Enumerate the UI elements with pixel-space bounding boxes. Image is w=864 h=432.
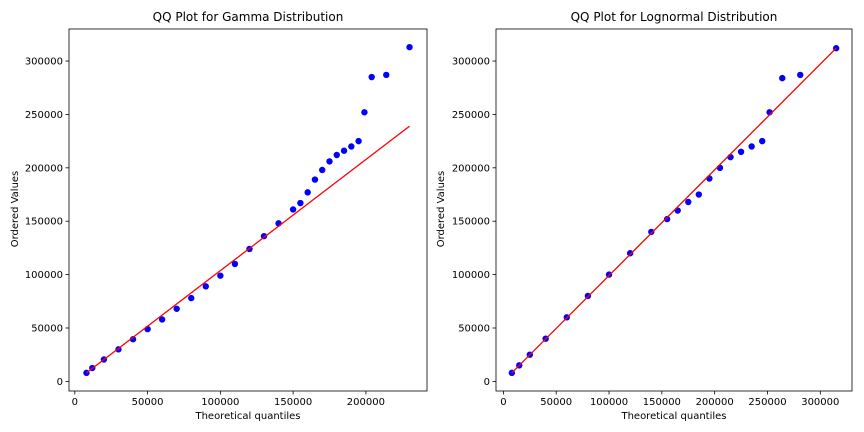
data-point — [626, 250, 634, 257]
x-axis-ticks: 0 50000 100000 150000 200000 250000 300000 — [500, 391, 839, 408]
data-point — [406, 43, 413, 51]
data-point — [319, 166, 326, 174]
chart-gamma-qq: QQ Plot for Gamma Distribution 0 50000 100… — [10, 10, 428, 422]
plot-frame — [495, 28, 853, 392]
y-tick-label: 150000 — [452, 217, 490, 228]
data-point — [737, 148, 745, 156]
chart-title: QQ Plot for Gamma Distribution — [153, 10, 344, 24]
y-tick-label: 200000 — [25, 163, 63, 174]
x-tick-label: 300000 — [801, 397, 839, 408]
x-tick-label: 0 — [72, 397, 78, 408]
y-tick-label: 100000 — [25, 270, 63, 281]
y-tick-label: 250000 — [452, 110, 490, 121]
data-point — [685, 198, 692, 206]
data-points — [508, 45, 840, 377]
y-tick-label: 300000 — [25, 57, 63, 68]
y-tick-label: 200000 — [452, 163, 490, 174]
data-point — [297, 199, 304, 207]
plot-frame — [68, 28, 428, 392]
plot-area — [495, 28, 853, 392]
data-point — [340, 147, 348, 154]
x-axis-label: Theoretical quantiles — [194, 411, 300, 422]
x-tick-label: 150000 — [643, 397, 681, 408]
x-tick-label: 250000 — [748, 397, 786, 408]
data-point — [759, 137, 766, 145]
y-tick-label: 300000 — [452, 57, 490, 68]
y-tick-label: 50000 — [31, 323, 63, 334]
x-tick-label: 0 — [500, 397, 506, 408]
data-point — [748, 143, 755, 150]
data-point — [188, 294, 195, 302]
data-point — [333, 151, 340, 159]
data-point — [311, 176, 319, 183]
data-point — [663, 215, 671, 223]
data-point — [648, 228, 655, 236]
x-axis-label: Theoretical quantiles — [620, 411, 726, 422]
data-point — [304, 189, 311, 196]
data-point — [217, 272, 224, 279]
data-point — [716, 164, 724, 172]
data-point — [383, 71, 390, 79]
x-tick-label: 200000 — [347, 397, 385, 408]
data-point — [706, 175, 713, 182]
data-point — [202, 283, 209, 290]
data-point — [368, 73, 375, 81]
y-axis-label: Ordered Values — [436, 171, 447, 248]
x-tick-label: 200000 — [696, 397, 734, 408]
data-point — [158, 316, 166, 323]
y-tick-label: 0 — [484, 377, 490, 388]
x-axis-ticks: 0 50000 100000 150000 200000 — [72, 391, 385, 408]
y-tick-label: 250000 — [25, 110, 63, 121]
chart-title: QQ Plot for Lognormal Distribution — [571, 10, 778, 24]
data-points — [83, 43, 413, 377]
fit-line — [511, 47, 837, 374]
data-point — [361, 109, 368, 116]
data-point — [605, 271, 613, 278]
x-tick-label: 50000 — [132, 397, 164, 408]
x-tick-label: 100000 — [201, 397, 239, 408]
plot-area — [68, 28, 428, 392]
fit-line — [86, 125, 410, 374]
y-axis-ticks: 0 50000 100000 150000 200000 250000 300000 — [452, 57, 496, 388]
x-tick-label: 150000 — [274, 397, 312, 408]
data-point — [727, 153, 734, 161]
data-point — [231, 260, 239, 268]
y-axis-ticks: 0 50000 100000 150000 200000 250000 300000 — [25, 57, 69, 388]
y-tick-label: 0 — [57, 377, 63, 388]
y-tick-label: 100000 — [452, 270, 490, 281]
data-point — [173, 305, 180, 312]
data-point — [695, 191, 703, 198]
data-point — [779, 74, 786, 82]
y-axis-label: Ordered Values — [10, 171, 21, 248]
y-tick-label: 150000 — [25, 217, 63, 228]
data-point — [326, 158, 333, 165]
y-tick-label: 50000 — [458, 323, 490, 334]
data-point — [355, 137, 362, 145]
x-tick-label: 100000 — [590, 397, 628, 408]
x-tick-label: 50000 — [540, 397, 572, 408]
data-point — [129, 336, 137, 343]
data-point — [289, 206, 297, 213]
data-point — [348, 143, 355, 150]
data-point — [797, 71, 804, 79]
chart-lognormal-qq: QQ Plot for Lognormal Distribution 0 5000… — [436, 10, 853, 422]
